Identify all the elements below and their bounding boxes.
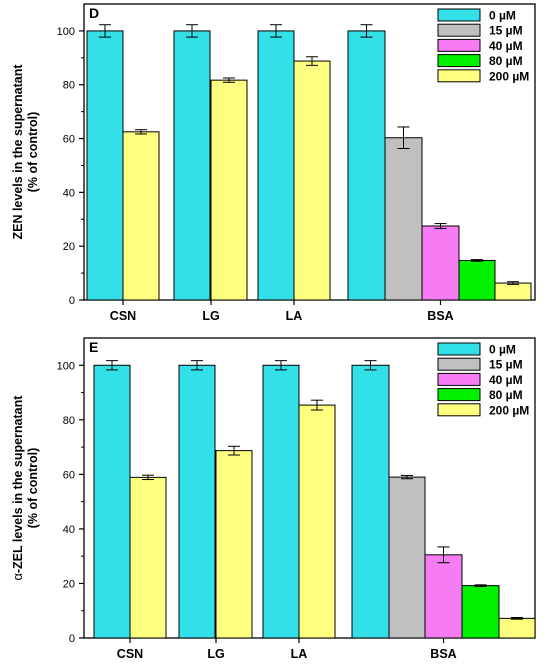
- panel-e-bar-bsa-0: [351, 364, 390, 639]
- panel-d-xtick-label: LA: [286, 309, 303, 323]
- panel-d-legend-swatch: [437, 8, 481, 22]
- panel-d-ytick-label: 0: [69, 295, 75, 307]
- panel-d-label: D: [89, 5, 99, 21]
- panel-e-legend-swatch: [437, 403, 481, 417]
- panel-d-bar-la-1: [293, 60, 331, 301]
- panel-e-bar-la-1: [298, 404, 336, 639]
- panel-e-bar-csn-1: [129, 476, 167, 639]
- panel-e-legend-swatch: [437, 372, 481, 386]
- panel-d-bar-lg-0: [173, 30, 211, 301]
- panel-d-bar-bsa-0: [347, 30, 386, 301]
- panel-d-legend-label: 15 µM: [489, 24, 523, 38]
- panel-e-legend-swatch: [437, 388, 481, 402]
- panel-e-legend-swatch: [437, 357, 481, 371]
- panel-d-legend-label: 40 µM: [489, 39, 523, 53]
- panel-e-ytick-label: 60: [63, 469, 75, 481]
- panel-d-legend-swatch: [437, 38, 481, 52]
- panel-e-ylabel: α-ZEL levels in the supernatant: [11, 395, 25, 581]
- panel-d-bar-la-0: [257, 30, 295, 301]
- panel-e-ytick-label: 0: [69, 633, 75, 645]
- panel-e-ylabel-unit: (% of control): [26, 448, 40, 529]
- panel-d-bar-bsa-1: [384, 137, 423, 301]
- panel-e-bar-bsa-4: [498, 617, 536, 639]
- panel-e-bar-bsa-1: [388, 476, 426, 639]
- panel-e-xtick-label: LG: [207, 647, 224, 661]
- panel-e-bar-la-0: [262, 364, 300, 639]
- panel-d-legend-swatch: [437, 69, 481, 83]
- panel-e-ytick-label: 20: [63, 578, 75, 590]
- panel-e-xtick-label: BSA: [430, 647, 456, 661]
- panel-e-legend-swatch: [437, 342, 481, 356]
- panel-d-ytick-label: 20: [63, 241, 75, 253]
- panel-e-bar-lg-0: [178, 364, 216, 639]
- panel-d-bar-lg-1: [210, 79, 248, 301]
- panel-d-bar-bsa-2: [421, 225, 460, 301]
- panel-d-ylabel-unit: (% of control): [26, 112, 40, 193]
- panel-d-ytick-label: 40: [63, 187, 75, 199]
- panel-d-ytick-label: 80: [63, 80, 75, 92]
- panel-e-legend-label: 80 µM: [489, 388, 523, 402]
- panel-d-bar-bsa-4: [494, 282, 532, 301]
- panel-d-bar-bsa-3: [458, 259, 496, 301]
- panel-e-bar-bsa-3: [461, 585, 500, 639]
- panel-d-bar-csn-0: [86, 30, 124, 301]
- panel-e-legend-label: 15 µM: [489, 358, 523, 372]
- panel-d-xtick-label: CSN: [110, 309, 136, 323]
- panel-e-ytick-label: 40: [63, 524, 75, 536]
- panel-d-legend-label: 80 µM: [489, 54, 523, 68]
- panel-d-xtick-label: LG: [202, 309, 219, 323]
- panel-e-label: E: [89, 339, 98, 355]
- panel-e-xtick-label: CSN: [117, 647, 143, 661]
- panel-e-xtick-label: LA: [291, 647, 308, 661]
- panel-d-legend-swatch: [437, 23, 481, 37]
- panel-d-bar-csn-1: [122, 131, 160, 301]
- panel-e-ytick-label: 100: [57, 360, 75, 372]
- panel-d-ylabel: ZEN levels in the supernatant: [11, 64, 25, 240]
- panel-e-bar-bsa-2: [424, 554, 463, 639]
- panel-e-bar-csn-0: [93, 364, 131, 639]
- panel-d-legend-label: 200 µM: [489, 69, 529, 83]
- panel-d-ytick-label: 60: [63, 134, 75, 146]
- panel-e-ytick-label: 80: [63, 415, 75, 427]
- panel-d-xtick-label: BSA: [427, 309, 453, 323]
- panel-d-legend-label: 0 µM: [489, 9, 516, 23]
- panel-e-legend-label: 0 µM: [489, 343, 516, 357]
- panel-e-legend-label: 200 µM: [489, 403, 529, 417]
- panel-d-legend-swatch: [437, 54, 481, 68]
- panel-e-legend-label: 40 µM: [489, 373, 523, 387]
- panel-e-bar-lg-1: [215, 450, 253, 639]
- panel-d-ytick-label: 100: [57, 26, 75, 38]
